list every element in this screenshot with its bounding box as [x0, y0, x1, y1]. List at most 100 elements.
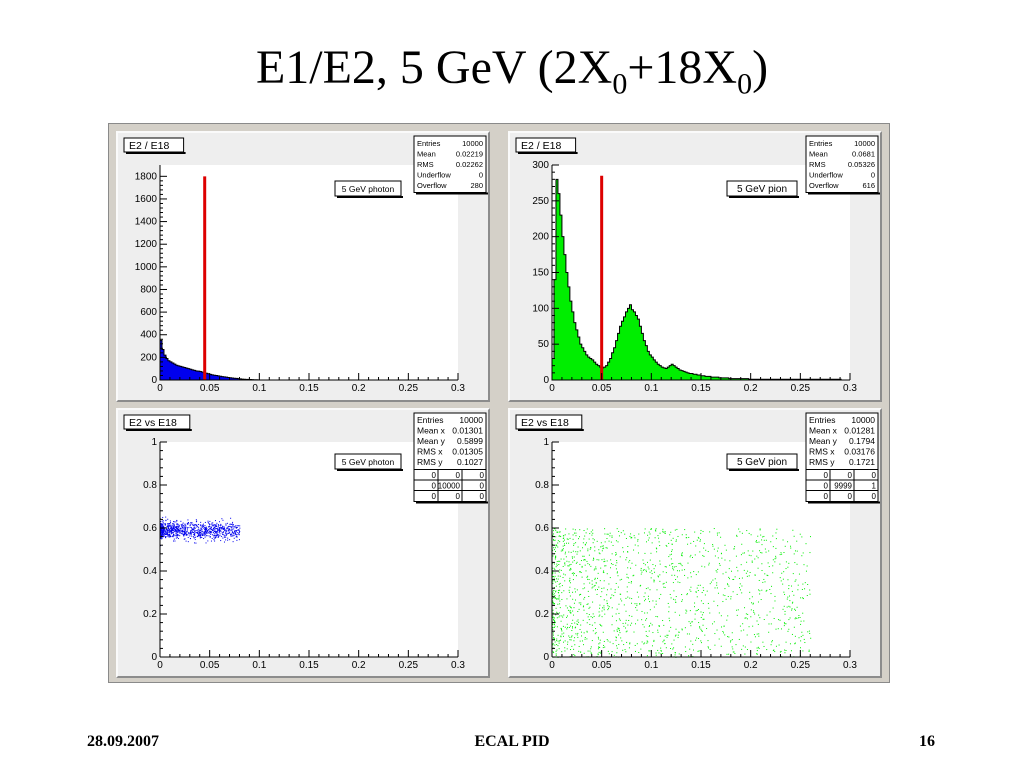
scatter-point [804, 642, 806, 644]
scatter-point [788, 562, 790, 564]
scatter-point [210, 526, 212, 528]
stats-label: Entries [809, 139, 833, 148]
scatter-point [160, 532, 162, 534]
scatter-point [616, 528, 618, 530]
scatter-point [713, 621, 715, 623]
scatter-point [722, 601, 724, 603]
stats-grid-cell: 1 [872, 482, 877, 491]
scatter-point [227, 525, 229, 527]
scatter-point [732, 591, 734, 593]
scatter-point [172, 532, 174, 534]
scatter-point [674, 611, 676, 613]
scatter-point [617, 541, 619, 543]
scatter-point [664, 532, 666, 534]
scatter-point [588, 538, 590, 540]
scatter-point [660, 653, 662, 655]
scatter-point [170, 526, 172, 528]
scatter-point [592, 586, 594, 588]
scatter-point [224, 529, 226, 531]
scatter-point [645, 598, 647, 600]
title-end: ) [752, 41, 769, 94]
scatter-point [643, 626, 645, 628]
scatter-point [607, 605, 609, 607]
scatter-point [571, 645, 573, 647]
scatter-point [750, 534, 752, 536]
scatter-point [215, 532, 217, 534]
scatter-point [558, 640, 560, 642]
scatter-point [799, 533, 801, 535]
scatter-point [612, 564, 614, 566]
scatter-point [192, 535, 194, 537]
scatter-point [743, 629, 745, 631]
scatter-point [553, 589, 555, 591]
scatter-point [745, 613, 747, 615]
scatter-point [555, 550, 557, 552]
scatter-point [666, 636, 668, 638]
scatter-point [643, 643, 645, 645]
scatter-point [162, 532, 164, 534]
scatter-point [162, 523, 164, 525]
scatter-point [809, 536, 811, 538]
scatter-point [175, 527, 177, 529]
scatter-point [178, 534, 180, 536]
scatter-point [665, 647, 667, 649]
scatter-point [701, 614, 703, 616]
scatter-point [670, 558, 672, 560]
scatter-point [229, 530, 231, 532]
scatter-point [702, 624, 704, 626]
scatter-point [160, 523, 162, 525]
scatter-point [193, 526, 195, 528]
scatter-point [225, 524, 227, 526]
scatter-point [552, 632, 554, 634]
scatter-point [226, 533, 228, 535]
scatter-point [603, 561, 605, 563]
scatter-point [717, 547, 719, 549]
scatter-point [629, 642, 631, 644]
scatter-point [713, 600, 715, 602]
scatter-point [182, 533, 184, 535]
scatter-point [699, 626, 701, 628]
scatter-point [662, 641, 664, 643]
scatter-point [167, 529, 169, 531]
scatter-point [161, 535, 163, 537]
scatter-point [225, 533, 227, 535]
scatter-point [560, 629, 562, 631]
scatter-point [616, 562, 618, 564]
scatter-point [598, 611, 600, 613]
scatter-point [664, 531, 666, 533]
scatter-point [732, 578, 734, 580]
scatter-point [556, 598, 558, 600]
scatter-point [230, 533, 232, 535]
scatter-point [697, 536, 699, 538]
x-tick-label: 0.1 [644, 660, 658, 671]
stats-grid-cell: 0 [848, 471, 853, 480]
scatter-point [672, 568, 674, 570]
scatter-point [686, 610, 688, 612]
scatter-point [804, 588, 806, 590]
scatter-point [781, 553, 783, 555]
scatter-point [207, 521, 209, 523]
scatter-point [689, 556, 691, 558]
scatter-point [684, 569, 686, 571]
scatter-point [616, 572, 618, 574]
scatter-point [578, 650, 580, 652]
scatter-point [582, 619, 584, 621]
scatter-point [558, 592, 560, 594]
scatter-point [195, 519, 197, 521]
scatter-point [800, 597, 802, 599]
scatter-point [168, 523, 170, 525]
scatter-point [624, 649, 626, 651]
y-tick-label: 0.2 [143, 609, 157, 620]
scatter-point [182, 529, 184, 531]
scatter-point [697, 608, 699, 610]
scatter-point [765, 551, 767, 553]
scatter-point [752, 603, 754, 605]
scatter-point [722, 594, 724, 596]
scatter-point [708, 564, 710, 566]
stats-value: 0.5899 [457, 436, 483, 446]
y-tick-label: 1 [151, 437, 157, 448]
scatter-point [749, 591, 751, 593]
scatter-point [227, 539, 229, 541]
scatter-point [174, 530, 176, 532]
scatter-point [567, 643, 569, 645]
